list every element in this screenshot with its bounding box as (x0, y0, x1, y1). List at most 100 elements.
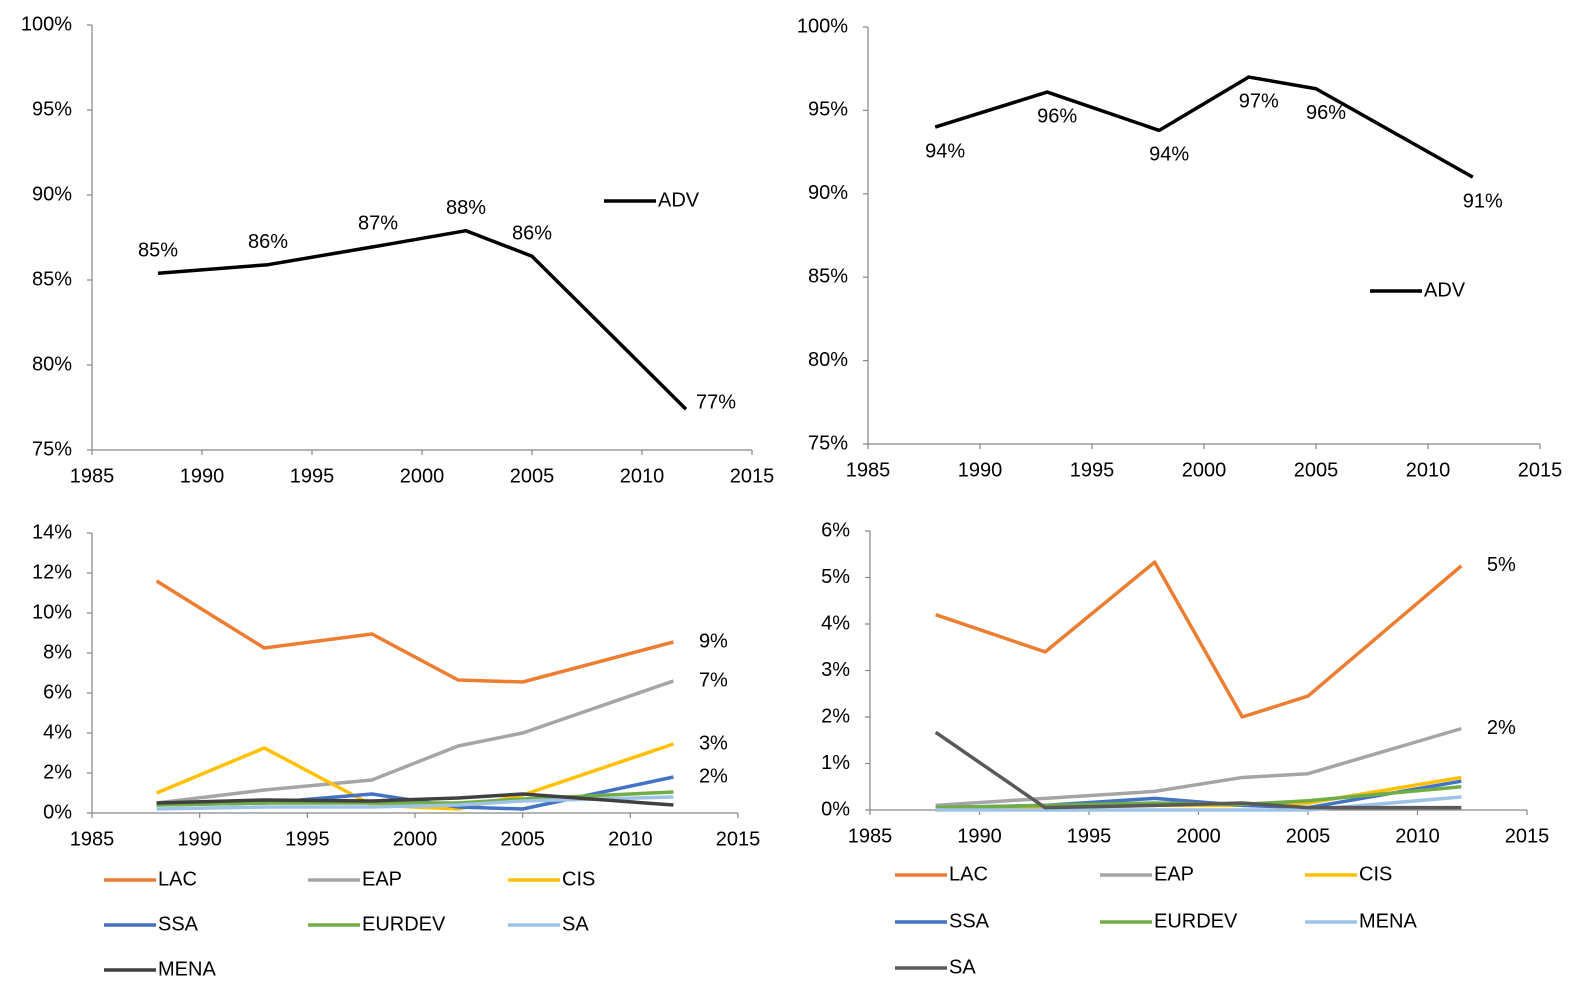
legend-label: CIS (562, 868, 595, 890)
y-tick-label: 75% (32, 438, 72, 460)
data-label: 94% (1149, 144, 1189, 166)
data-label: 86% (248, 231, 288, 253)
y-tick-label: 80% (808, 349, 848, 371)
x-tick-label: 2010 (608, 828, 653, 850)
data-label: 91% (1463, 190, 1503, 212)
x-tick-label: 1985 (70, 465, 115, 487)
x-tick-label: 1995 (290, 465, 335, 487)
y-tick-label: 10% (32, 601, 72, 623)
data-label: 2% (1487, 717, 1516, 739)
legend-label: MENA (158, 958, 216, 980)
data-label: 9% (699, 630, 728, 652)
data-label: 3% (699, 732, 728, 754)
y-tick-label: 80% (32, 353, 72, 375)
legend-label: ADV (1424, 279, 1466, 301)
y-tick-label: 100% (21, 13, 72, 35)
x-tick-label: 1995 (1067, 825, 1112, 847)
x-tick-label: 2005 (500, 828, 545, 850)
series-line (156, 679, 674, 805)
data-label: 77% (696, 391, 736, 413)
legend-label: EAP (362, 868, 402, 890)
x-tick-label: 1990 (957, 825, 1002, 847)
legend-label: SA (949, 956, 976, 978)
y-tick-label: 85% (32, 268, 72, 290)
x-tick-label: 2015 (730, 465, 775, 487)
data-label: 2% (699, 765, 728, 787)
y-tick-label: 0% (43, 801, 72, 823)
y-tick-label: 14% (32, 521, 72, 543)
series-line (156, 790, 674, 807)
x-tick-label: 1985 (848, 825, 893, 847)
legend-label: MENA (1359, 910, 1417, 932)
legend-label: SA (562, 913, 589, 935)
series-line (935, 560, 1463, 719)
series-line (157, 228, 688, 411)
series-line (155, 579, 674, 684)
data-label: 85% (138, 239, 178, 261)
legend-label: ADV (658, 189, 700, 211)
legend-label: EURDEV (1154, 910, 1238, 932)
x-tick-label: 2005 (1294, 459, 1339, 481)
x-tick-label: 2000 (393, 828, 438, 850)
series-line (935, 726, 1462, 808)
legend-label: CIS (1359, 863, 1392, 885)
y-tick-label: 6% (43, 681, 72, 703)
y-tick-label: 3% (821, 659, 850, 681)
y-tick-label: 85% (808, 265, 848, 287)
legend-label: EURDEV (362, 913, 446, 935)
series-line (934, 730, 1462, 810)
x-tick-label: 1995 (1070, 459, 1115, 481)
y-tick-label: 12% (32, 561, 72, 583)
y-tick-label: 8% (43, 641, 72, 663)
legend-label: EAP (1154, 863, 1194, 885)
legend-label: LAC (158, 868, 197, 890)
series-line (156, 795, 674, 811)
y-tick-label: 95% (808, 99, 848, 121)
x-tick-label: 2015 (1505, 825, 1550, 847)
series-line (934, 75, 1474, 179)
x-tick-label: 1990 (180, 465, 225, 487)
x-tick-label: 1990 (177, 828, 222, 850)
data-label: 7% (699, 669, 728, 691)
y-tick-label: 90% (32, 183, 72, 205)
x-tick-label: 2000 (1182, 459, 1227, 481)
x-tick-label: 2010 (620, 465, 665, 487)
legend-label: SSA (949, 910, 990, 932)
x-tick-label: 2000 (400, 465, 445, 487)
y-tick-label: 2% (43, 761, 72, 783)
x-tick-label: 2005 (1286, 825, 1331, 847)
series-line (156, 792, 674, 807)
y-tick-label: 6% (821, 519, 850, 541)
y-tick-label: 4% (821, 612, 850, 634)
x-tick-label: 2010 (1406, 459, 1451, 481)
x-tick-label: 1995 (285, 828, 330, 850)
data-label: 97% (1239, 90, 1279, 112)
data-label: 94% (925, 140, 965, 162)
data-label: 5% (1487, 554, 1516, 576)
x-tick-label: 1990 (958, 459, 1003, 481)
legend-label: LAC (949, 863, 988, 885)
y-tick-label: 75% (808, 432, 848, 454)
x-tick-label: 2000 (1176, 825, 1221, 847)
y-tick-label: 4% (43, 721, 72, 743)
y-tick-label: 90% (808, 182, 848, 204)
x-tick-label: 2015 (716, 828, 761, 850)
y-tick-label: 2% (821, 705, 850, 727)
y-tick-label: 1% (821, 752, 850, 774)
x-tick-label: 2005 (510, 465, 555, 487)
data-label: 96% (1306, 102, 1346, 124)
y-tick-label: 100% (797, 15, 848, 37)
y-tick-label: 5% (821, 566, 850, 588)
x-tick-label: 2015 (1518, 459, 1563, 481)
data-label: 96% (1037, 105, 1077, 127)
data-label: 87% (358, 212, 398, 234)
x-tick-label: 2010 (1395, 825, 1440, 847)
y-tick-label: 0% (821, 798, 850, 820)
x-tick-label: 1985 (846, 459, 891, 481)
y-tick-label: 95% (32, 98, 72, 120)
x-tick-label: 1985 (70, 828, 115, 850)
data-label: 88% (446, 197, 486, 219)
legend-label: SSA (158, 913, 199, 935)
data-label: 86% (512, 222, 552, 244)
